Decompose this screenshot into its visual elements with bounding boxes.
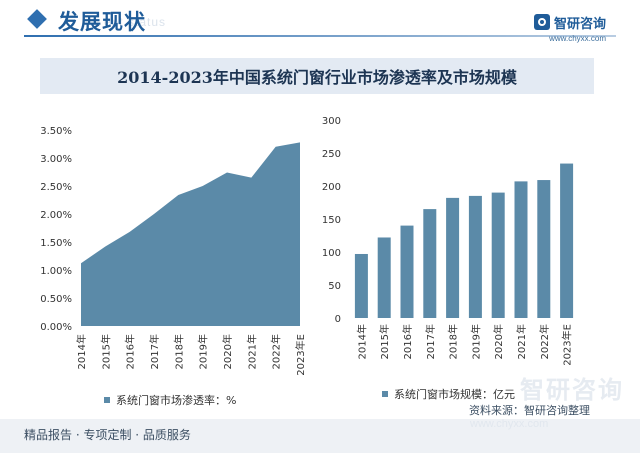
- bar: [423, 209, 437, 318]
- x-tick-label: 2014年: [75, 334, 88, 369]
- y-tick-label: 3.00%: [40, 154, 72, 165]
- y-tick-label: 1.00%: [40, 266, 72, 277]
- chart-title-band: 2014-2023年中国系统门窗行业市场渗透率及市场规模: [40, 58, 594, 94]
- watermark: 智研咨询: [520, 376, 624, 404]
- section-title: 发展现状: [58, 10, 146, 34]
- bar: [400, 225, 414, 318]
- footer-text: 精品报告 · 专项定制 · 品质服务: [24, 428, 191, 442]
- bar: [491, 192, 505, 318]
- y-tick-label: 200: [322, 182, 341, 193]
- bar: [537, 180, 551, 318]
- brand-url: www.chyxx.com: [549, 34, 606, 43]
- y-tick-label: 2.00%: [40, 210, 72, 221]
- x-tick-label: 2015年: [378, 324, 391, 359]
- y-tick-label: 3.50%: [40, 126, 72, 137]
- x-tick-label: 2017年: [148, 334, 161, 369]
- x-tick-label: 2021年: [515, 324, 528, 359]
- y-tick-label: 250: [322, 149, 341, 160]
- bar: [560, 163, 574, 318]
- y-tick-label: 0: [335, 314, 341, 325]
- y-tick-label: 2.50%: [40, 182, 72, 193]
- x-tick-label: 2017年: [424, 324, 437, 359]
- bar: [446, 197, 460, 318]
- source-note: 资料来源：智研咨询整理: [469, 404, 590, 417]
- x-tick-label: 2022年: [538, 324, 551, 359]
- y-tick-label: 50: [328, 281, 341, 292]
- y-tick-label: 0.50%: [40, 294, 72, 305]
- bar: [514, 181, 528, 318]
- x-tick-label: 2018年: [172, 334, 185, 369]
- x-tick-label: 2016年: [124, 334, 137, 369]
- legend-swatch: [382, 391, 388, 397]
- y-tick-label: 150: [322, 215, 341, 226]
- bar: [468, 195, 482, 318]
- legend-swatch: [104, 397, 110, 403]
- header: ent status 发展现状 智研咨询 www.chyxx.com: [0, 0, 640, 46]
- section-subtitle: ent status: [104, 15, 167, 29]
- x-tick-label: 2015年: [99, 334, 112, 369]
- legend-label: 系统门窗市场规模：亿元: [394, 387, 515, 401]
- x-tick-label: 2018年: [447, 324, 460, 359]
- bar: [354, 253, 368, 318]
- x-tick-label: 2019年: [469, 324, 482, 359]
- x-tick-label: 2020年: [221, 334, 234, 369]
- x-tick-label: 2021年: [245, 334, 258, 369]
- chart-title: 2014-2023年中国系统门窗行业市场渗透率及市场规模: [117, 68, 517, 87]
- x-tick-label: 2016年: [401, 324, 414, 359]
- x-tick-label: 2023年E: [294, 334, 307, 376]
- brand-logo-icon: [533, 14, 550, 30]
- header-divider: [24, 35, 616, 37]
- x-tick-label: 2023年E: [561, 324, 574, 366]
- y-tick-label: 0.00%: [40, 322, 72, 333]
- y-tick-label: 1.50%: [40, 238, 72, 249]
- footer-band: [0, 419, 640, 453]
- x-tick-label: 2020年: [492, 324, 505, 359]
- x-tick-label: 2014年: [355, 324, 368, 359]
- x-tick-label: 2019年: [197, 334, 210, 369]
- brand-name: 智研咨询: [553, 16, 606, 32]
- watermark-url: www.chyxx.com: [470, 418, 549, 430]
- x-tick-label: 2022年: [270, 334, 283, 369]
- area-series-penetration: [81, 142, 300, 326]
- y-tick-label: 300: [322, 116, 341, 127]
- y-tick-label: 100: [322, 248, 341, 259]
- legend-label: 系统门窗市场渗透率：%: [116, 393, 236, 407]
- bar: [377, 237, 391, 318]
- brand: 智研咨询: [533, 12, 606, 32]
